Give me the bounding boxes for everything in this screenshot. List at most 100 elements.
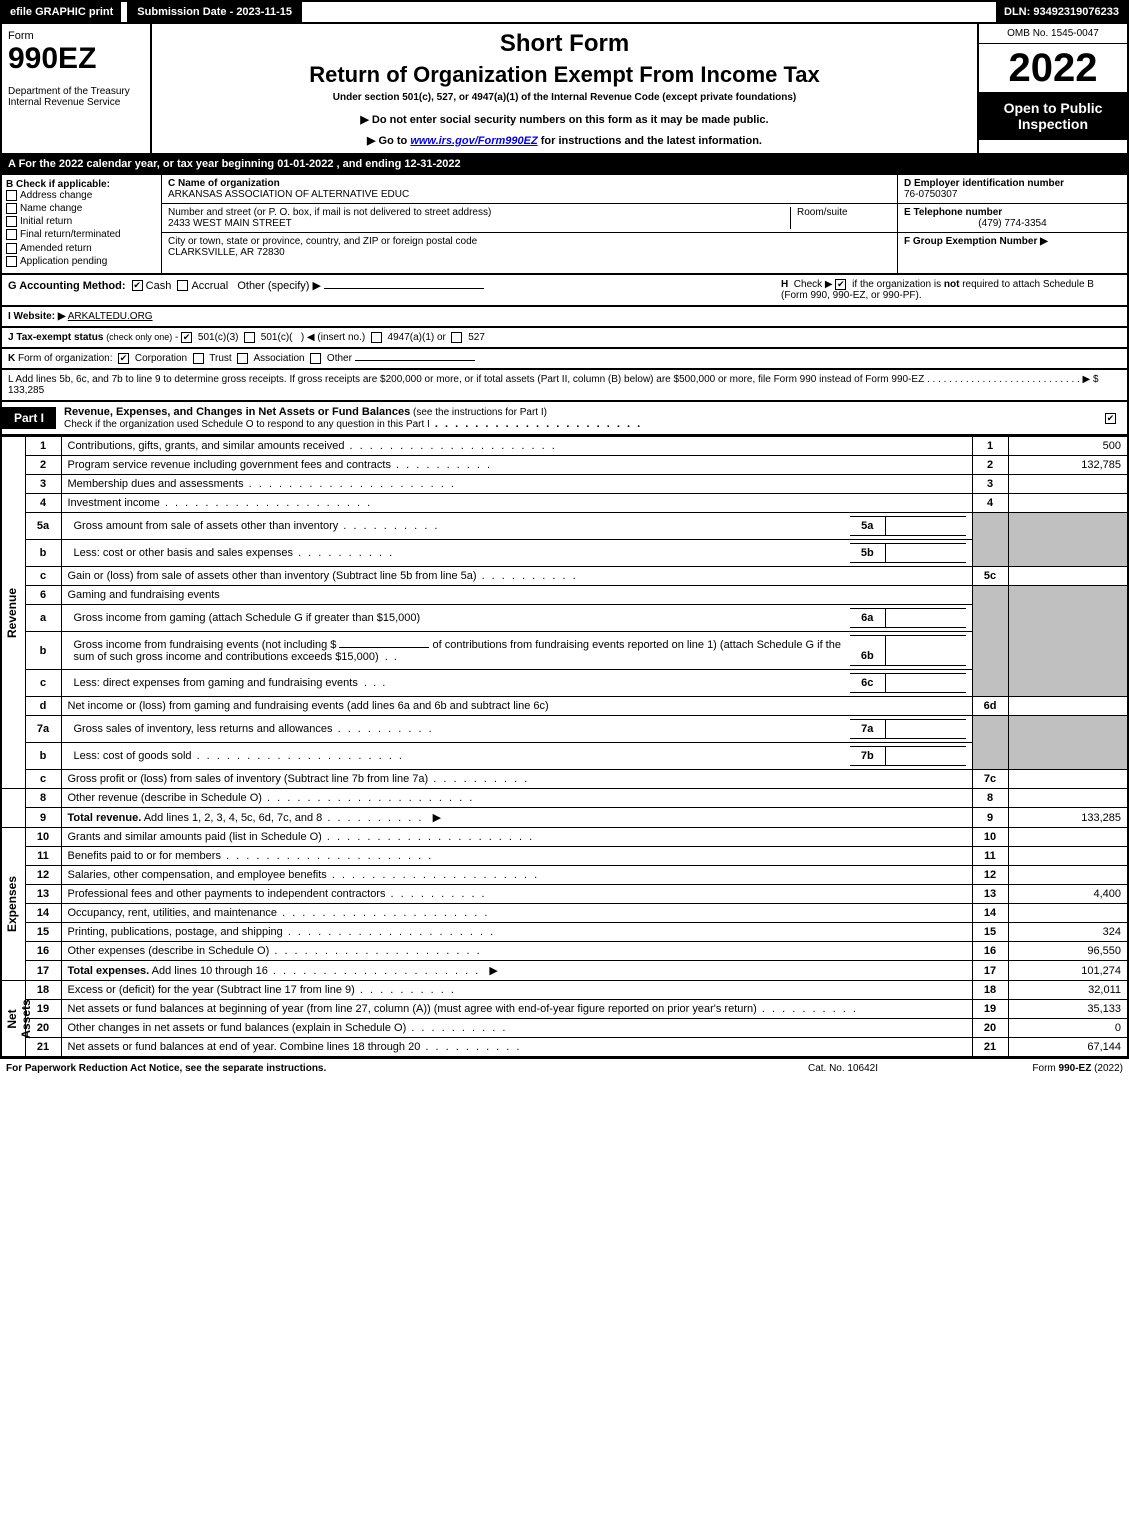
line-6-shade [972, 586, 1008, 697]
omb-number: OMB No. 1545-0047 [979, 24, 1127, 44]
line-12: 12 Salaries, other compensation, and emp… [1, 866, 1128, 885]
line-3: 3 Membership dues and assessments 3 [1, 475, 1128, 494]
line-18-num: 18 [25, 981, 61, 1000]
line-4-rnum: 4 [972, 494, 1008, 513]
line-5ab-shade-amt [1008, 513, 1128, 567]
ein-label: D Employer identification number [904, 178, 1064, 189]
line-6b-sub: 6b [850, 636, 886, 666]
cb-final-return[interactable]: Final return/terminated [6, 229, 157, 240]
other-specify-line[interactable] [324, 288, 484, 289]
other-org-line[interactable] [355, 360, 475, 361]
form-ref: Form 990-EZ (2022) [943, 1063, 1123, 1074]
cb-501c[interactable] [244, 332, 255, 343]
line-18-amt: 32,011 [1008, 981, 1128, 1000]
line-5a-inner: Gross amount from sale of assets other t… [61, 513, 972, 540]
cb-initial-return[interactable]: Initial return [6, 216, 157, 227]
line-2-num: 2 [25, 456, 61, 475]
line-16: 16 Other expenses (describe in Schedule … [1, 942, 1128, 961]
form-ref-bold: 990-EZ [1059, 1063, 1092, 1074]
cb-initial-return-label: Initial return [20, 216, 72, 227]
line-5a-subamt [886, 517, 966, 536]
cb-final-return-label: Final return/terminated [20, 230, 121, 241]
line-13-amt: 4,400 [1008, 885, 1128, 904]
line-7ab-shade [972, 716, 1008, 770]
line-21-num: 21 [25, 1038, 61, 1058]
cb-name-change[interactable]: Name change [6, 203, 157, 214]
under-section: Under section 501(c), 527, or 4947(a)(1)… [162, 92, 967, 103]
line-6d-amt [1008, 697, 1128, 716]
line-7b-subamt [886, 747, 966, 766]
line-5b-subamt [886, 544, 966, 563]
row-l-gross-receipts: L Add lines 5b, 6c, and 7b to line 9 to … [0, 370, 1129, 402]
org-name: ARKANSAS ASSOCIATION OF ALTERNATIVE EDUC [168, 189, 409, 200]
cb-schedule-b[interactable] [835, 279, 846, 290]
form-word: Form [8, 30, 144, 42]
part-1-title-text: Revenue, Expenses, and Changes in Net As… [64, 406, 410, 418]
street-block: Number and street (or P. O. box, if mail… [162, 204, 897, 233]
line-13-text: Professional fees and other payments to … [61, 885, 972, 904]
line-5ab-shade [972, 513, 1008, 567]
line-8: 8 Other revenue (describe in Schedule O)… [1, 789, 1128, 808]
line-5b-num: b [25, 540, 61, 567]
line-13: 13 Professional fees and other payments … [1, 885, 1128, 904]
line-7a-subamt [886, 720, 966, 739]
line-5b: b Less: cost or other basis and sales ex… [1, 540, 1128, 567]
cb-501c3[interactable] [181, 332, 192, 343]
tel-label: E Telephone number [904, 207, 1002, 218]
line-17-rnum: 17 [972, 961, 1008, 981]
part-1-check[interactable] [1097, 412, 1127, 424]
line-11-num: 11 [25, 847, 61, 866]
line-6b-subamt [886, 636, 966, 666]
revenue-label: Revenue [5, 588, 19, 638]
line-19-amt: 35,133 [1008, 1000, 1128, 1019]
line-2-rnum: 2 [972, 456, 1008, 475]
line-2: 2 Program service revenue including gove… [1, 456, 1128, 475]
line-21: 21 Net assets or fund balances at end of… [1, 1038, 1128, 1058]
cb-cash[interactable] [132, 280, 143, 291]
top-bar: efile GRAPHIC print Submission Date - 20… [0, 0, 1129, 24]
row-k-form-of-org: K Form of organization: Corporation Trus… [0, 349, 1129, 370]
cb-trust[interactable] [193, 353, 204, 364]
line-8-num: 8 [25, 789, 61, 808]
accounting-method: G Accounting Method: Cash Accrual Other … [8, 279, 781, 301]
line-11-rnum: 11 [972, 847, 1008, 866]
goto-line: ▶ Go to www.irs.gov/Form990EZ for instru… [162, 134, 967, 147]
goto-link[interactable]: www.irs.gov/Form990EZ [410, 135, 537, 147]
line-3-amt [1008, 475, 1128, 494]
fundraising-amount-line[interactable] [339, 647, 429, 648]
cb-association[interactable] [237, 353, 248, 364]
part-1-title: Revenue, Expenses, and Changes in Net As… [56, 402, 1097, 434]
line-1-num: 1 [25, 437, 61, 456]
line-6b: b Gross income from fundraising events (… [1, 632, 1128, 670]
cb-accrual[interactable] [177, 280, 188, 291]
line-21-amt: 67,144 [1008, 1038, 1128, 1058]
h-check: H Check ▶ if the organization is not req… [781, 279, 1121, 301]
tax-year: 2022 [979, 44, 1127, 92]
row-g-h: G Accounting Method: Cash Accrual Other … [0, 275, 1129, 307]
cb-527[interactable] [451, 332, 462, 343]
cb-amended-return[interactable]: Amended return [6, 243, 157, 254]
cb-4947[interactable] [371, 332, 382, 343]
line-5a-num: 5a [25, 513, 61, 540]
line-18-text: Excess or (deficit) for the year (Subtra… [61, 981, 972, 1000]
line-20-rnum: 20 [972, 1019, 1008, 1038]
line-6d-num: d [25, 697, 61, 716]
line-6b-num: b [25, 632, 61, 670]
netassets-label: Net Assets [5, 999, 33, 1038]
line-10-num: 10 [25, 828, 61, 847]
org-name-label: C Name of organization [168, 178, 280, 189]
line-14-rnum: 14 [972, 904, 1008, 923]
cb-corporation[interactable] [118, 353, 129, 364]
cb-other-org[interactable] [310, 353, 321, 364]
city: CLARKSVILLE, AR 72830 [168, 247, 285, 258]
cb-address-change[interactable]: Address change [6, 190, 157, 201]
line-4-num: 4 [25, 494, 61, 513]
line-6a: a Gross income from gaming (attach Sched… [1, 605, 1128, 632]
org-name-block: C Name of organization ARKANSAS ASSOCIAT… [162, 175, 897, 204]
cb-application-pending[interactable]: Application pending [6, 256, 157, 267]
block-b-c-d-e-f: B Check if applicable: Address change Na… [0, 175, 1129, 275]
website-value[interactable]: ARKALTEDU.ORG [68, 311, 153, 322]
line-17-amt: 101,274 [1008, 961, 1128, 981]
efile-print[interactable]: efile GRAPHIC print [2, 2, 121, 22]
line-19: 19 Net assets or fund balances at beginn… [1, 1000, 1128, 1019]
